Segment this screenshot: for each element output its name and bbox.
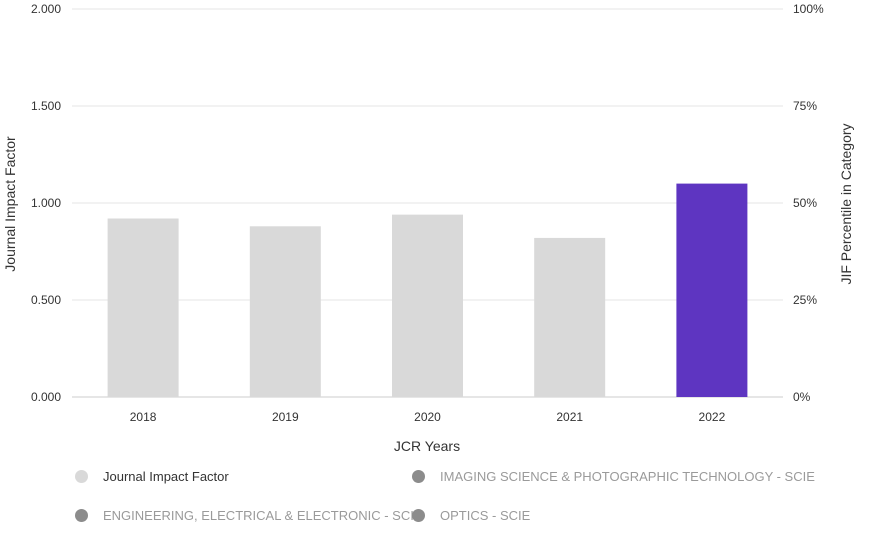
y-tick-label-right: 50%: [793, 196, 817, 210]
y-tick-label-right: 100%: [793, 2, 824, 16]
y-axis-title-right: JIF Percentile in Category: [838, 123, 854, 284]
x-tick-label: 2018: [130, 410, 157, 424]
legend-item-optics[interactable]: OPTICS - SCIE: [412, 508, 530, 523]
y-tick-label-left: 0.000: [31, 390, 61, 404]
bar-2021[interactable]: [534, 237, 606, 397]
bar-2022[interactable]: [676, 183, 748, 397]
legend-label: IMAGING SCIENCE & PHOTOGRAPHIC TECHNOLOG…: [440, 469, 815, 484]
bar-2019[interactable]: [249, 226, 321, 397]
x-tick-label: 2020: [414, 410, 441, 424]
x-tick-label: 2019: [272, 410, 299, 424]
y-tick-label-right: 75%: [793, 99, 817, 113]
x-tick-label: 2022: [699, 410, 726, 424]
bar-2020[interactable]: [392, 214, 463, 397]
legend-dot-icon: [75, 509, 88, 522]
y-tick-label-left: 1.000: [31, 196, 61, 210]
y-tick-label-left: 0.500: [31, 293, 61, 307]
legend-dot-icon: [412, 470, 425, 483]
x-axis-title: JCR Years: [394, 438, 460, 454]
legend-dot-icon: [412, 509, 425, 522]
y-tick-label-right: 0%: [793, 390, 811, 404]
legend-label: Journal Impact Factor: [103, 469, 229, 484]
y-tick-label-left: 2.000: [31, 2, 61, 16]
y-tick-label-right: 25%: [793, 293, 817, 307]
legend-item-engineering-electrical[interactable]: ENGINEERING, ELECTRICAL & ELECTRONIC - S…: [75, 508, 423, 523]
y-tick-label-left: 1.500: [31, 99, 61, 113]
legend-label: ENGINEERING, ELECTRICAL & ELECTRONIC - S…: [103, 508, 423, 523]
legend-label: OPTICS - SCIE: [440, 508, 531, 523]
bar-2018[interactable]: [107, 218, 179, 397]
legend-item-journal-impact-factor[interactable]: Journal Impact Factor: [75, 469, 229, 484]
legend-dot-icon: [75, 470, 88, 483]
y-axis-title-left: Journal Impact Factor: [2, 136, 18, 272]
x-tick-label: 2021: [556, 410, 583, 424]
legend-item-imaging-science[interactable]: IMAGING SCIENCE & PHOTOGRAPHIC TECHNOLOG…: [412, 469, 815, 484]
